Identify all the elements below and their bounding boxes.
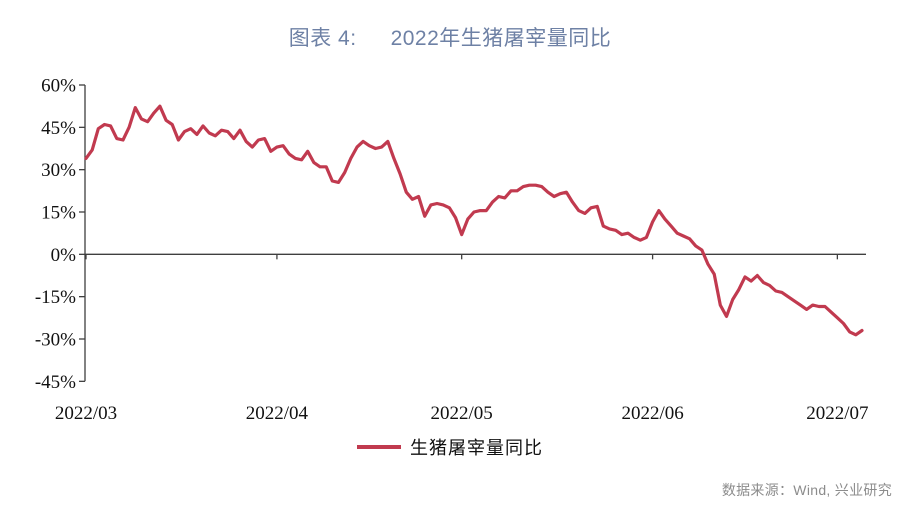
y-tick-label: 15% xyxy=(41,202,76,223)
x-tick-label: 2022/05 xyxy=(431,403,493,424)
y-tick-label: -30% xyxy=(35,329,76,350)
figure-title-label: 图表 4: xyxy=(288,27,357,50)
legend-label: 生猪屠宰量同比 xyxy=(410,438,543,458)
x-tick-label: 2022/06 xyxy=(621,403,683,424)
y-tick-label: 45% xyxy=(41,118,76,139)
x-tick-label: 2022/04 xyxy=(246,403,309,424)
x-axis xyxy=(85,253,866,260)
x-tick-label: 2022/03 xyxy=(55,403,117,424)
x-tick-label: 2022/07 xyxy=(806,403,868,424)
legend: 生猪屠宰量同比 xyxy=(0,434,900,460)
y-tick-label: 0% xyxy=(51,245,77,266)
y-tick-label: 60% xyxy=(41,75,76,96)
source-note: 数据来源：Wind, 兴业研究 xyxy=(721,482,892,498)
legend-keyline-icon xyxy=(357,445,401,449)
y-tick-label: 30% xyxy=(41,160,76,181)
figure-title: 图表 4: 2022年生猪屠宰量同比 xyxy=(0,22,900,52)
y-tick-label: -15% xyxy=(35,287,76,308)
figure-title-text: 2022年生猪屠宰量同比 xyxy=(390,27,612,50)
y-tick-label: -45% xyxy=(35,372,76,393)
series-polyline xyxy=(84,104,864,337)
series-line xyxy=(84,104,864,337)
y-tick-labels: 60% 45% 30% 15% 0% -15% -30% -45% xyxy=(35,75,76,392)
y-axis xyxy=(79,84,86,382)
x-tick-labels: 2022/03 2022/04 2022/05 2022/06 2022/07 xyxy=(55,403,869,424)
